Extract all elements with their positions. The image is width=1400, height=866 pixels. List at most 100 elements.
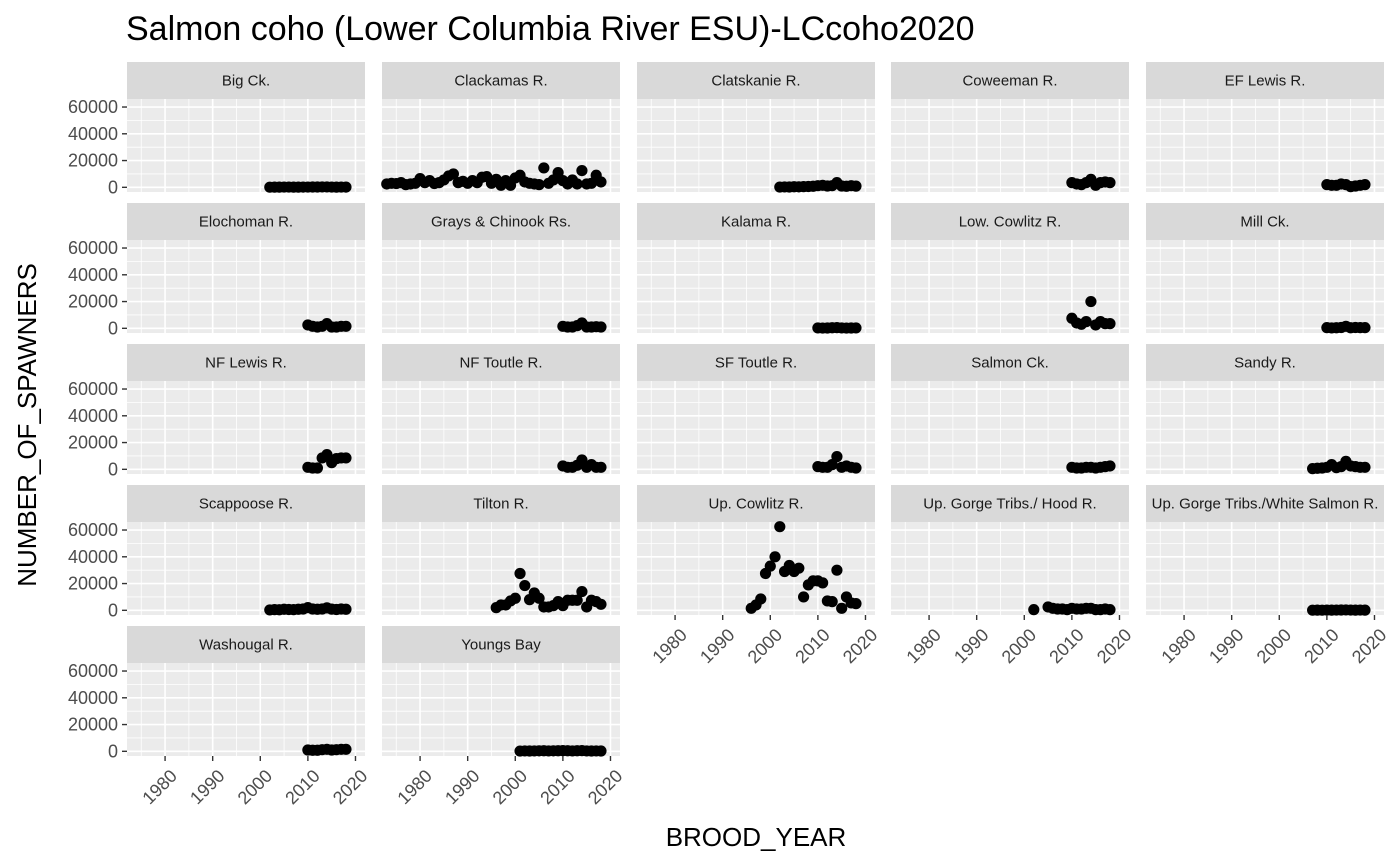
chart-title: Salmon coho (Lower Columbia River ESU)-L… <box>126 10 975 48</box>
y-tick-label: 0 <box>108 600 118 620</box>
facet-panel-bg <box>891 240 1129 333</box>
data-point <box>831 564 843 576</box>
facet-label: Grays & Chinook Rs. <box>431 214 571 231</box>
x-tick-label: 2020 <box>329 766 371 808</box>
data-point <box>1104 604 1116 616</box>
data-point <box>798 591 810 603</box>
x-tick-label: 2000 <box>234 766 276 808</box>
facet-strip <box>127 485 365 522</box>
facet-elochoman-r: Elochoman R. 0 20000 40000 60000 <box>68 203 365 338</box>
facet-strip <box>127 62 365 99</box>
data-point <box>509 592 521 604</box>
data-point <box>340 181 352 193</box>
facet-label: Tilton R. <box>473 496 528 513</box>
facet-strip <box>891 62 1129 99</box>
y-axis-title: NUMBER_OF_SPAWNERS <box>12 263 42 587</box>
y-tick-label: 0 <box>108 459 118 479</box>
data-point <box>850 462 862 474</box>
x-tick-label: 1990 <box>1205 625 1247 667</box>
data-point <box>340 452 352 464</box>
data-point <box>755 593 767 605</box>
y-tick-label: 60000 <box>68 661 118 681</box>
facet-coweeman-r: Coweeman R. <box>891 62 1129 192</box>
facet-strip <box>382 203 620 240</box>
facet-grays-chinook-rs: Grays & Chinook Rs. <box>382 203 620 333</box>
facet-label: Big Ck. <box>222 73 270 90</box>
facet-low-cowlitz-r: Low. Cowlitz R. <box>891 203 1129 333</box>
data-point <box>826 596 838 608</box>
x-tick-label: 1980 <box>393 766 435 808</box>
x-tick-label: 2010 <box>1300 625 1342 667</box>
facet-strip <box>637 203 875 240</box>
facet-label: Elochoman R. <box>199 214 293 231</box>
facet-label: Up. Gorge Tribs./White Salmon R. <box>1152 496 1379 513</box>
facet-strip <box>382 62 620 99</box>
x-tick-label: 2000 <box>998 625 1040 667</box>
facet-clackamas-r: Clackamas R. <box>381 62 620 192</box>
x-tick-label: 1990 <box>441 766 483 808</box>
y-tick-label: 40000 <box>68 265 118 285</box>
facet-label: SF Toutle R. <box>715 355 797 372</box>
data-point <box>571 178 583 190</box>
x-tick-label: 2010 <box>536 766 578 808</box>
data-point <box>538 162 550 174</box>
facet-label: Kalama R. <box>721 214 791 231</box>
facet-panel-bg <box>127 522 365 615</box>
data-point <box>850 180 862 192</box>
facet-youngs-bay: Youngs Bay 1980 1990 2000 2010 2020 <box>382 626 626 808</box>
data-point <box>1104 318 1116 330</box>
facet-up-gorge-tribs-hood-r: Up. Gorge Tribs./ Hood R. 1980 1990 2000 201… <box>891 485 1135 667</box>
facet-panel-bg <box>891 381 1129 474</box>
y-tick-label: 40000 <box>68 124 118 144</box>
x-tick-label: 1980 <box>902 625 944 667</box>
facet-label: EF Lewis R. <box>1225 73 1306 90</box>
facet-strip <box>891 344 1129 381</box>
facet-strip <box>891 485 1129 522</box>
y-tick-label: 40000 <box>68 688 118 708</box>
facet-salmon-ck: Salmon Ck. <box>891 344 1129 474</box>
facet-label: Clackamas R. <box>454 73 547 90</box>
x-tick-label: 2000 <box>744 625 786 667</box>
facet-panel-bg <box>382 240 620 333</box>
data-point <box>595 745 607 757</box>
x-tick-label: 2020 <box>1093 625 1135 667</box>
y-tick-label: 20000 <box>68 151 118 171</box>
facet-strip <box>1146 485 1384 522</box>
facet-label: Low. Cowlitz R. <box>959 214 1062 231</box>
data-point <box>1359 604 1371 616</box>
facet-up-cowlitz-r: Up. Cowlitz R. 1980 1990 2000 2010 2020 <box>637 485 881 667</box>
facet-strip <box>127 203 365 240</box>
data-point <box>1104 460 1116 472</box>
facet-strip <box>382 485 620 522</box>
data-point <box>576 585 588 598</box>
data-point <box>1359 461 1371 473</box>
data-point <box>340 743 352 755</box>
facet-label: Washougal R. <box>199 637 293 654</box>
data-point <box>1359 322 1371 334</box>
data-point <box>595 598 607 610</box>
x-tick-label: 1990 <box>696 625 738 667</box>
facet-strip <box>382 626 620 663</box>
data-point <box>576 164 588 177</box>
data-point <box>519 579 531 592</box>
facet-ef-lewis-r: EF Lewis R. <box>1146 62 1384 193</box>
data-point <box>595 321 607 333</box>
x-tick-label: 2020 <box>584 766 626 808</box>
data-point <box>836 602 848 614</box>
facet-label: Salmon Ck. <box>971 355 1049 372</box>
y-tick-label: 0 <box>108 318 118 338</box>
data-point <box>595 176 607 188</box>
x-tick-label: 1980 <box>648 625 690 667</box>
data-point <box>1085 295 1097 308</box>
x-tick-label: 1990 <box>186 766 228 808</box>
data-point <box>533 179 545 191</box>
facet-panel-bg <box>382 663 620 756</box>
x-tick-label: 2010 <box>281 766 323 808</box>
facet-nf-lewis-r: NF Lewis R. 0 20000 40000 60000 <box>68 344 365 479</box>
facet-label: Scappoose R. <box>199 496 293 513</box>
facet-label: Sandy R. <box>1234 355 1296 372</box>
y-tick-label: 40000 <box>68 406 118 426</box>
facet-sandy-r: Sandy R. <box>1146 344 1384 475</box>
y-tick-label: 60000 <box>68 238 118 258</box>
y-tick-label: 20000 <box>68 292 118 312</box>
